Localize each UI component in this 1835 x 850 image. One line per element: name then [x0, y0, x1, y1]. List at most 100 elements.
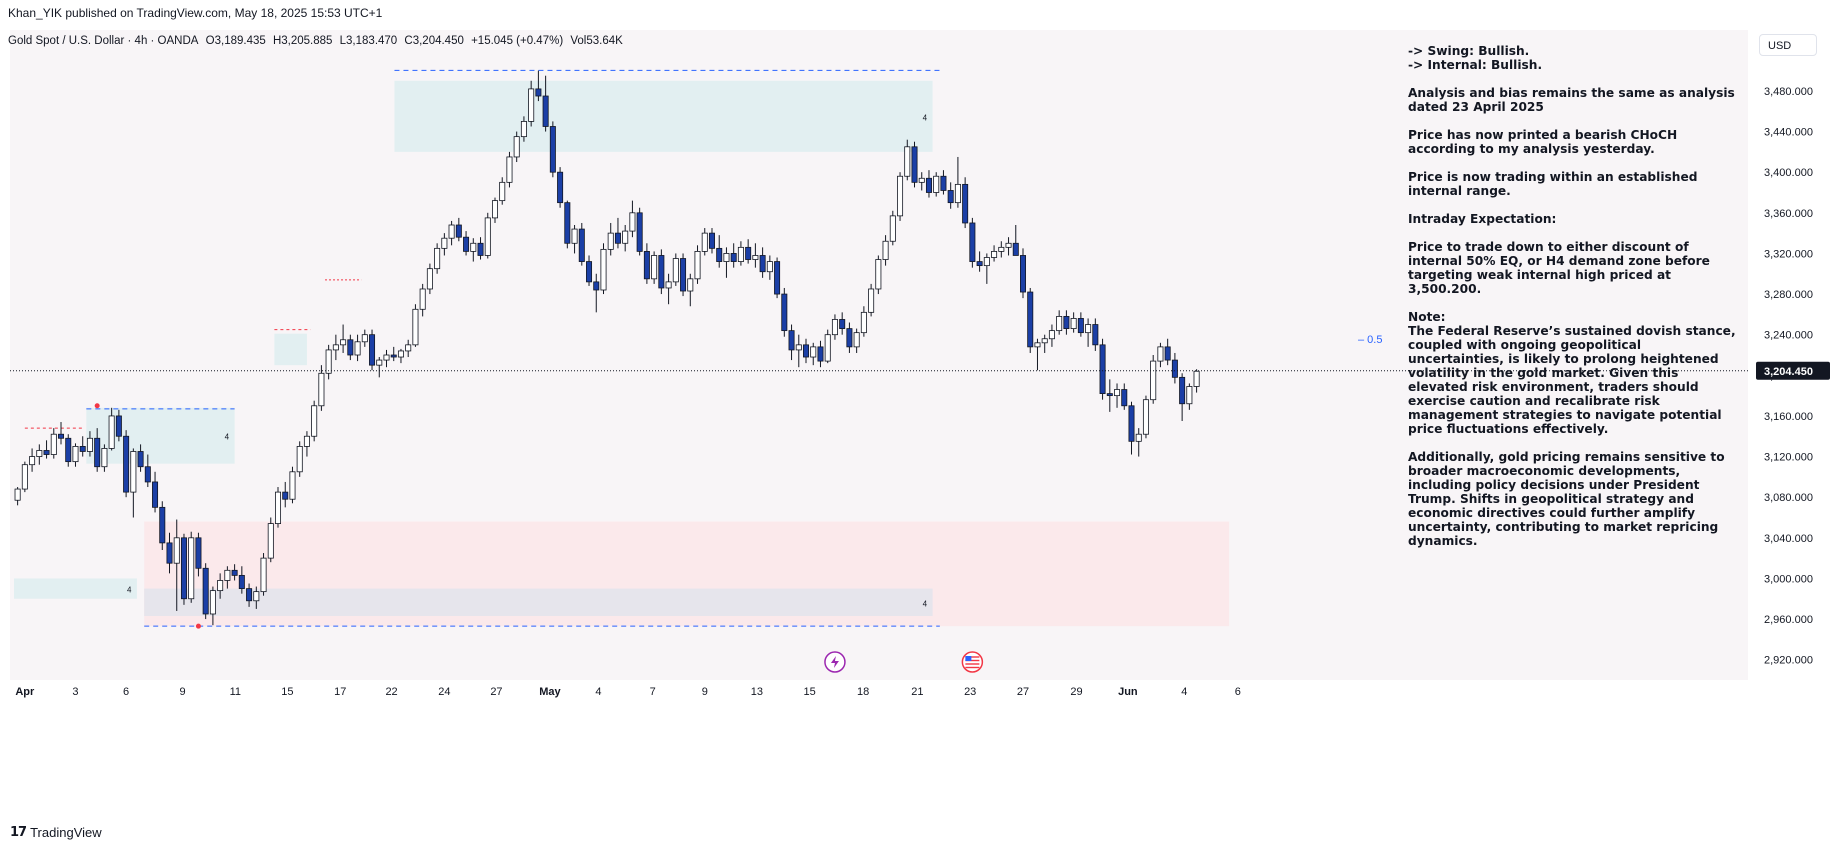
x-tick-label: 23 [964, 686, 976, 698]
symbol-legend: Gold Spot / U.S. Dollar · 4h · OANDA O3,… [8, 35, 627, 47]
candle-body [629, 212, 636, 232]
candle-body [1092, 324, 1099, 346]
candle-body [1164, 346, 1171, 361]
candle-body [557, 171, 564, 204]
candle-body [369, 334, 376, 366]
x-tick-label: Jun [1118, 686, 1138, 698]
swing-point-marker [195, 623, 201, 629]
candle-body [361, 334, 368, 343]
candle-body [412, 308, 419, 346]
candle-body [246, 588, 253, 602]
candle-body [795, 344, 802, 351]
price-chart[interactable]: 4 4 4 4 – 0.5 2,920.000 2,960.000 3,000.000 3,04… [10, 30, 1835, 820]
lightning-icon-glyph [830, 656, 839, 668]
ob-zone-mid [274, 333, 307, 366]
candle-body [954, 183, 961, 204]
candle-body [260, 557, 267, 593]
candle-body [651, 255, 658, 280]
candle-body [774, 261, 781, 295]
x-tick-label: 3 [72, 686, 78, 698]
demand-zone-inner-label: 4 [923, 599, 928, 608]
candle-body [680, 258, 687, 292]
candle-body [1020, 255, 1027, 293]
candle-body [491, 200, 498, 219]
candle-body [665, 281, 672, 289]
x-tick-label: 18 [857, 686, 869, 698]
candle-body [231, 569, 238, 576]
candle-body [730, 253, 737, 262]
ohlc-low: L3,183.470 [339, 35, 398, 47]
candle-body [470, 242, 477, 252]
candle-body [1005, 242, 1012, 248]
candle-body [65, 437, 72, 463]
candle-body [325, 349, 332, 374]
candle-body [1048, 330, 1055, 340]
x-tick-label: 6 [1235, 686, 1241, 698]
candle-body [275, 491, 282, 524]
candle-body [1128, 405, 1135, 442]
y-tick-label: 3,280.000 [1764, 289, 1813, 301]
candle-body [1099, 344, 1106, 394]
x-tick-label: 29 [1070, 686, 1082, 698]
candle-body [405, 344, 412, 352]
candle-body [289, 471, 296, 500]
candle-body [159, 506, 166, 544]
ohlc-close: C3,204.450 [404, 35, 464, 47]
candle-body [21, 464, 28, 490]
candle-body [332, 344, 339, 351]
candle-body [311, 405, 318, 437]
candle-body [817, 346, 824, 362]
note-choch: Price has now printed a bearish CHoCH ac… [1408, 128, 1678, 156]
candle-body [918, 177, 925, 183]
demand-zone-inner [144, 588, 933, 617]
note-range: Price is now trading within an establish… [1408, 170, 1698, 198]
y-tick-label: 3,360.000 [1764, 208, 1813, 220]
candle-body [781, 293, 788, 332]
candle-body [846, 328, 853, 348]
candle-body [1179, 376, 1186, 405]
candle-body [933, 175, 940, 193]
candle-body [824, 334, 831, 362]
supply-zone-top-label: 4 [923, 113, 928, 122]
candle-body [535, 88, 542, 97]
candle-body [947, 190, 954, 204]
swing-point-marker [94, 403, 100, 409]
candle-body [1085, 324, 1092, 334]
candle-body [441, 237, 448, 249]
x-tick-label: 9 [179, 686, 185, 698]
candle-body [1193, 370, 1200, 387]
candle-body [904, 146, 911, 177]
y-tick-label: 3,120.000 [1764, 452, 1813, 464]
tradingview-brand: TradingView [30, 825, 102, 840]
candle-body [94, 437, 101, 468]
candle-body [889, 215, 896, 242]
publisher-caption: Khan_YIK published on TradingView.com, M… [8, 6, 383, 20]
candle-body [925, 177, 932, 193]
candle-body [1106, 393, 1113, 397]
candle-body [976, 261, 983, 267]
candle-body [390, 354, 397, 358]
candle-body [347, 339, 354, 356]
candle-body [969, 222, 976, 262]
x-tick-label: 21 [911, 686, 923, 698]
candle-body [144, 466, 151, 483]
candle-body [477, 242, 484, 256]
candle-body [745, 246, 752, 260]
candle-body [614, 232, 621, 244]
candle-body [1157, 346, 1164, 362]
tradingview-logo[interactable]: 17 TradingView [10, 825, 102, 840]
supply-zone-top [394, 80, 933, 152]
x-tick-label: 27 [490, 686, 502, 698]
note-intraday-heading: Intraday Expectation: [1408, 212, 1557, 226]
symbol-name[interactable]: Gold Spot / U.S. Dollar · 4h · OANDA [8, 35, 199, 47]
ohlc-high: H3,205.885 [272, 35, 333, 47]
currency-button[interactable]: USD [1759, 34, 1817, 56]
candle-body [759, 255, 766, 273]
y-tick-label: 3,480.000 [1764, 86, 1813, 98]
chart-area[interactable]: 4 4 4 4 – 0.5 2,920.000 2,960.000 3,000.000 3,04… [10, 30, 1835, 820]
candle-body [658, 255, 665, 289]
candle-body [238, 574, 245, 589]
y-tick-label: 3,440.000 [1764, 127, 1813, 139]
candle-body [940, 175, 947, 191]
candle-body [202, 567, 209, 615]
